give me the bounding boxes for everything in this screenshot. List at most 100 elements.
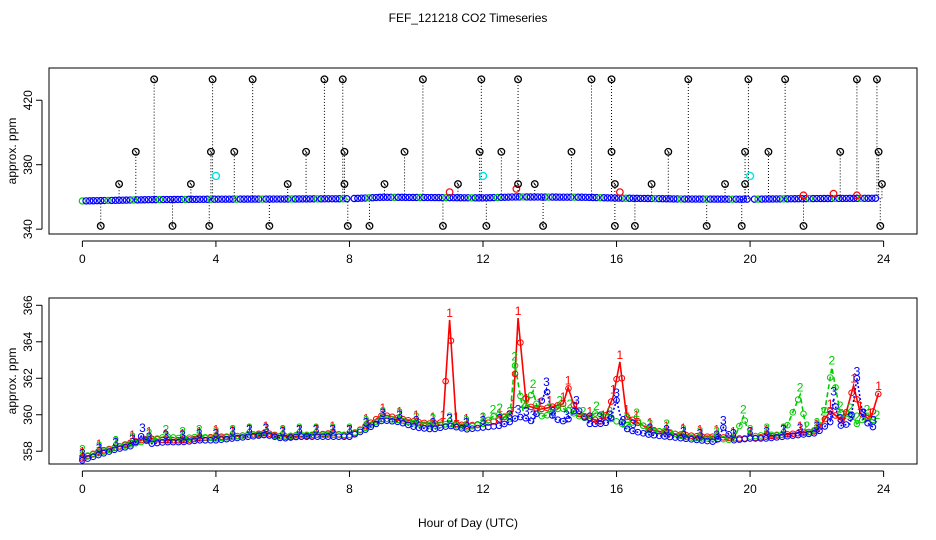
baseline-point (736, 195, 744, 203)
bottom-y-tick-label: 366 (21, 295, 35, 315)
spike-point-slash (99, 224, 103, 228)
spike-point-slash (211, 77, 215, 82)
baseline-point (633, 194, 641, 203)
series-3-point (137, 432, 145, 440)
spike-point-slash (382, 182, 387, 186)
series-3-label: 3 (496, 412, 503, 426)
baseline-point (262, 195, 270, 203)
series-2-label: 2 (730, 426, 737, 440)
baseline-point (765, 195, 773, 203)
top-x-tick-label: 24 (877, 252, 891, 266)
series-1-label: 1 (850, 372, 857, 386)
baseline-point (335, 195, 344, 203)
series-3-point (714, 435, 722, 443)
baseline-point (592, 193, 601, 202)
top-axes: 0 4 8 12 16 20 24 340 380 420 (21, 90, 891, 266)
series-1-point (623, 413, 631, 421)
series-2-label: 2 (346, 421, 353, 435)
series-3-line (82, 378, 875, 462)
baseline-point (306, 195, 314, 203)
spike-point-slash (456, 182, 460, 186)
baseline-point (328, 195, 336, 203)
baseline-point (295, 195, 303, 203)
series-2-label: 2 (566, 397, 573, 411)
series-2-label: 2 (593, 399, 600, 413)
baseline-point (111, 196, 120, 205)
spike-point-slash (484, 224, 488, 228)
spike-point (664, 147, 673, 156)
series-2-label: 2 (680, 423, 687, 437)
series-3-label: 3 (112, 435, 119, 449)
spike-point (438, 221, 447, 230)
series-1-label: 1 (680, 421, 687, 435)
series-3-label: 3 (697, 426, 704, 440)
series-2-label: 2 (396, 406, 403, 420)
series-1-label: 1 (463, 412, 470, 426)
baseline-point (534, 193, 542, 201)
spike-point-slash (705, 224, 709, 228)
baseline-point (453, 194, 461, 202)
baseline-point (530, 193, 538, 201)
series-1-label: 1 (546, 393, 553, 407)
spike-point (799, 221, 808, 230)
baseline-point (229, 195, 237, 203)
series-2-point (853, 420, 861, 428)
spike-point (230, 147, 239, 156)
bottom-y-tick-label: 362 (21, 368, 35, 388)
baseline-point (394, 193, 402, 202)
baseline-point (699, 195, 707, 203)
series-3-label: 3 (363, 415, 370, 429)
spike-point-slash (878, 224, 882, 228)
series-2-label: 2 (803, 419, 810, 433)
series-3-point (613, 396, 620, 404)
series-2-point (511, 362, 519, 369)
baseline-point (578, 193, 586, 201)
baseline-point (232, 195, 241, 203)
baseline-point (864, 194, 872, 202)
series-2-point (623, 422, 631, 429)
series-2-point (639, 422, 647, 429)
series-2-label: 2 (530, 377, 537, 391)
spike-point (418, 75, 427, 84)
baseline-point (104, 196, 112, 205)
series-3-label: 3 (814, 419, 821, 433)
top-x-tick-label: 20 (743, 252, 757, 266)
series-1-label: 1 (565, 373, 572, 387)
series-3-label: 3 (196, 426, 203, 440)
series-3-point (527, 417, 535, 425)
series-2-point (597, 411, 604, 418)
series-1-label: 1 (875, 379, 882, 393)
series-1-label: 1 (279, 423, 286, 437)
series-3-point (821, 423, 829, 430)
baseline-point (636, 194, 645, 203)
baseline-point (475, 194, 483, 202)
series-2-label: 2 (837, 399, 844, 413)
baseline-point (482, 194, 491, 202)
series-3-point (869, 423, 877, 431)
series-1-label: 1 (146, 424, 153, 438)
spike-point-slash (533, 182, 537, 186)
baseline-point (368, 193, 377, 202)
baseline-point (570, 193, 579, 201)
baseline-point (611, 194, 619, 202)
series-3-label: 3 (870, 414, 877, 428)
spike-point-slash (304, 150, 308, 154)
baseline-point (387, 193, 395, 202)
baseline-point (871, 194, 880, 202)
spike-point-slash (342, 182, 347, 186)
baseline-point (445, 193, 454, 202)
series-1-label: 1 (446, 306, 453, 320)
series-2-label: 2 (874, 408, 881, 422)
baseline-point (398, 193, 406, 202)
spike-point (208, 75, 217, 84)
baseline-point (827, 194, 836, 203)
series-1-label: 1 (763, 423, 770, 437)
baseline-point (853, 194, 861, 203)
baseline-point (170, 195, 178, 204)
baseline-point (537, 193, 546, 201)
baseline-point (97, 196, 105, 205)
series-3-label: 3 (713, 428, 720, 442)
spike-point-slash (342, 150, 347, 154)
